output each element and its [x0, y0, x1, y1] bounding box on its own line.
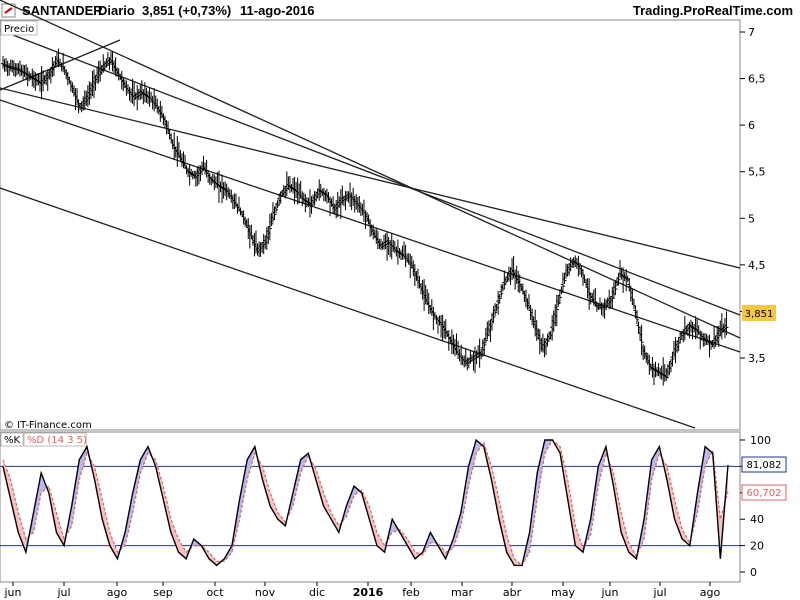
osc-fill-segment	[262, 466, 271, 506]
trend-channel-line	[0, 187, 696, 429]
osc-fill-segment	[132, 459, 141, 513]
osc-fill-segment	[468, 440, 477, 487]
price-label-box	[0, 20, 38, 36]
price-label: Precio	[4, 24, 34, 35]
trend-channel-line	[0, 29, 741, 316]
osc-fill-segment	[346, 486, 355, 517]
osc-fill-segment	[315, 469, 324, 506]
price-y-tick-label: 3,5	[748, 352, 766, 365]
period-label: Diario	[98, 3, 135, 18]
osc-fill-segment	[170, 519, 179, 553]
x-tick-label: jun	[4, 586, 22, 599]
osc-fill-segment	[56, 512, 65, 546]
k-value-tag	[741, 456, 787, 473]
osc-fill-segment	[79, 446, 87, 480]
copyright-label: © IT-Finance.com	[4, 420, 92, 431]
osc-fill-segment	[506, 535, 515, 566]
source-label: Trading.ProRealTime.com	[633, 3, 793, 18]
oscillator-panel: 020406080100	[0, 434, 771, 579]
osc-fill-segment	[18, 512, 26, 553]
osc-fill-segment	[209, 552, 217, 566]
price-y-tick-label: 4,5	[748, 259, 766, 272]
quote-label: 3,851 (+0,73%)	[142, 3, 231, 18]
x-tick-label: jul	[652, 586, 666, 599]
osc-fill-segment	[10, 479, 19, 533]
price-y-tick-label: 6	[748, 119, 755, 132]
trend-channel-line	[0, 87, 741, 269]
d-label: %D (14 3 5)	[27, 435, 87, 446]
d-value-tag	[741, 484, 787, 501]
x-tick-label: ago	[107, 586, 128, 599]
chart-header: SANTANDER Diario 3,851 (+0,73%) 11-ago-2…	[1, 3, 793, 18]
x-tick-label: ago	[700, 586, 721, 599]
osc-fill-segment	[323, 492, 332, 520]
osc-fill-segment	[567, 479, 576, 546]
price-panel: 3,544,555,566,57	[0, 0, 766, 429]
x-tick-label: sep	[153, 586, 172, 599]
last-price-tag	[742, 305, 776, 321]
osc-fill-segment	[682, 529, 690, 546]
osc-fill-segment	[33, 473, 42, 533]
osc-y-tick-label: 100	[750, 434, 771, 447]
osc-fill-segment	[71, 459, 80, 526]
k-label-box	[0, 432, 24, 447]
price-y-tick-label: 5,5	[748, 166, 766, 179]
osc-fill-segment	[163, 486, 171, 533]
price-y-tick-label: 6,5	[748, 73, 766, 86]
x-tick-label: jun	[601, 586, 619, 599]
osc-fill-segment	[277, 512, 286, 526]
x-tick-label: 2016	[353, 586, 384, 599]
osc-fill-segment	[697, 446, 706, 513]
price-y-tick-label: 7	[748, 26, 755, 39]
symbol-title: SANTANDER	[22, 3, 103, 18]
date-label: 11-ago-2016	[240, 3, 314, 18]
x-tick-label: jul	[56, 586, 70, 599]
x-tick-label: mar	[451, 586, 473, 599]
osc-fill-segment	[376, 532, 385, 553]
osc-series-k-line	[2, 438, 729, 567]
x-tick-label: dic	[309, 586, 325, 599]
osc-y-tick-label: 40	[750, 513, 764, 526]
osc-fill-segment	[293, 459, 301, 506]
osc-fill-segment	[575, 525, 583, 553]
osc-fill-segment	[331, 512, 339, 533]
d-label-box	[23, 432, 87, 447]
k-label: %K	[4, 435, 21, 446]
osc-fill-segment	[651, 446, 660, 480]
d-value-tag-text: 60,702	[747, 488, 782, 499]
osc-fill-segment	[239, 459, 248, 520]
x-tick-label: oct	[206, 586, 224, 599]
price-panel-frame	[0, 19, 741, 431]
oscillator-panel-frame	[0, 431, 741, 583]
last-price-tag-text: 3,851	[745, 309, 774, 320]
osc-y-tick-label: 0	[750, 566, 757, 579]
osc-fill-segment	[537, 440, 545, 500]
x-tick-label: abr	[503, 586, 522, 599]
x-axis: jun jul ago sep oct nov dic 2016 feb mar abr may jun…	[4, 582, 721, 599]
x-tick-label: may	[551, 586, 575, 599]
osc-fill-segment	[369, 506, 377, 546]
window-icon-mark	[4, 7, 13, 14]
osc-fill-segment	[102, 499, 110, 546]
osc-fill-segment	[499, 499, 507, 553]
price-y-tick-label: 5	[748, 212, 755, 225]
x-tick-label: feb	[402, 586, 420, 599]
k-value-tag-text: 81,082	[747, 460, 782, 471]
x-tick-label: nov	[255, 586, 276, 599]
osc-fill-segment	[407, 539, 416, 559]
osc-y-tick-label: 20	[750, 540, 764, 553]
